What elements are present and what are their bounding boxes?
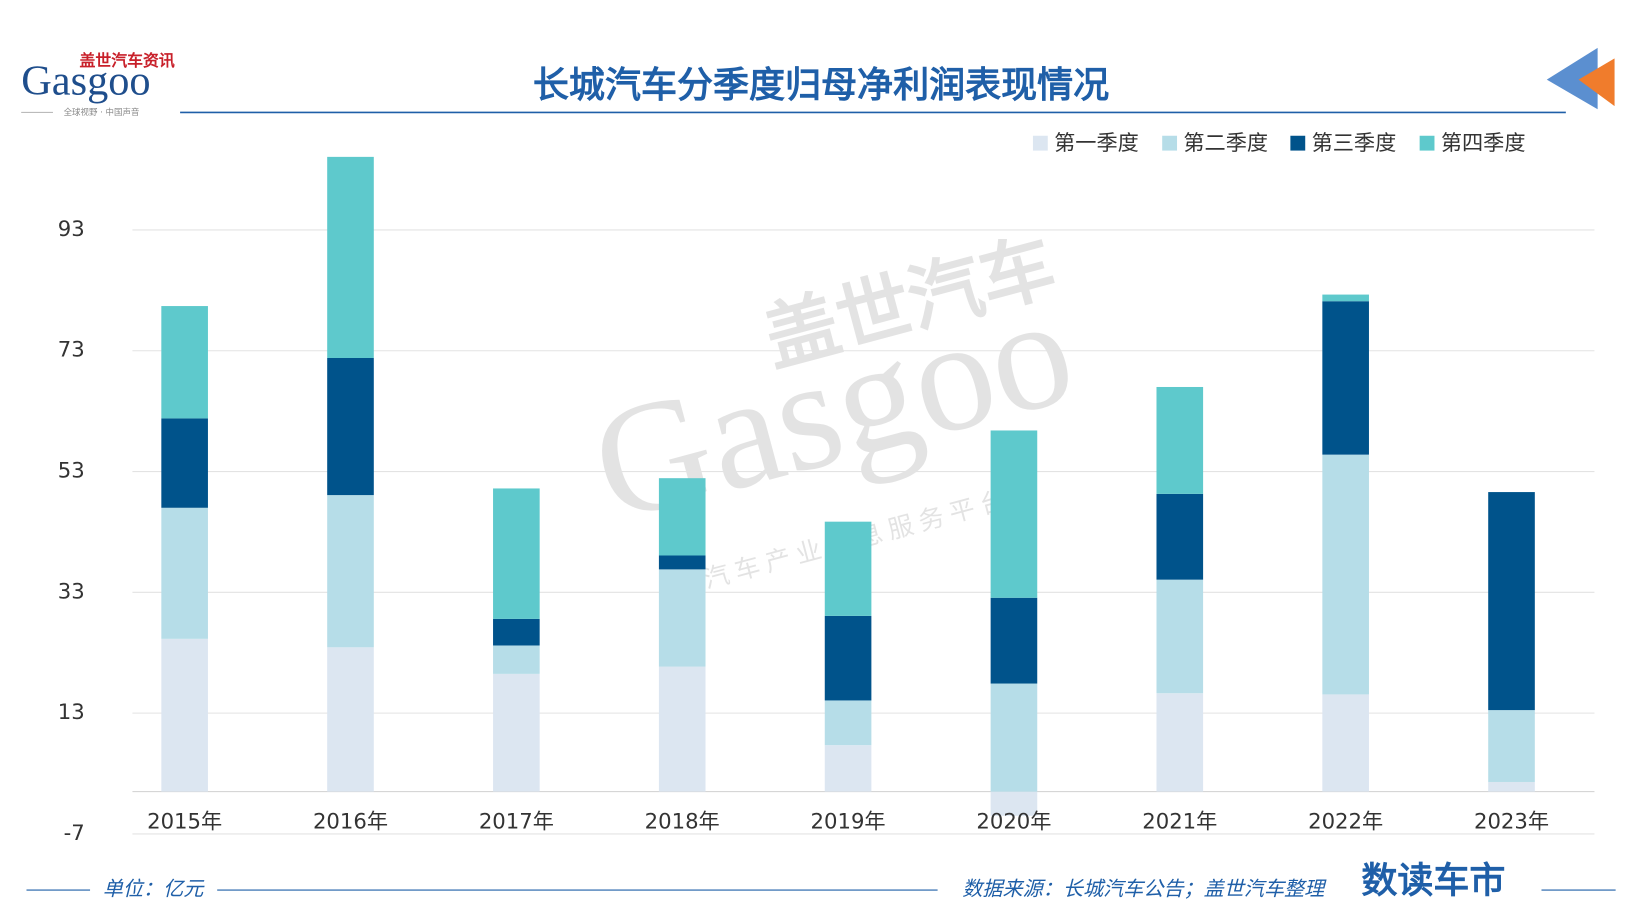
bar-segment	[161, 418, 208, 508]
bar-segment	[327, 156, 374, 358]
bar-segment	[1488, 781, 1535, 792]
chart-title: 长城汽车分季度归母净利润表现情况	[533, 65, 1109, 106]
source: 数据来源：长城汽车公告；盖世汽车整理	[962, 877, 1327, 901]
bar-segment	[824, 700, 872, 746]
bar-segment	[990, 430, 1038, 598]
logo-slogan: 全球视野 · 中国声音	[64, 107, 140, 117]
y-tick-label: -7	[64, 820, 85, 845]
footer-brand: 数读车市	[1361, 861, 1505, 902]
logo: 盖世汽车资讯 Gasgoo 全球视野 · 中国声音	[21, 51, 175, 117]
bar-segment	[824, 615, 872, 701]
bar-segment	[327, 357, 374, 496]
bar-segment	[1322, 294, 1369, 302]
x-tick-label: 2023年	[1474, 808, 1549, 833]
bar-segment	[161, 638, 208, 792]
y-tick-label: 73	[58, 337, 85, 362]
x-tick-label: 2021年	[1142, 808, 1217, 833]
x-tick-label: 2017年	[479, 808, 554, 833]
logo-brand: Gasgoo	[21, 58, 150, 105]
legend-swatch	[1290, 135, 1306, 151]
y-tick-label: 53	[58, 458, 85, 483]
x-tick-label: 2022年	[1308, 808, 1383, 833]
bar-segment	[658, 478, 706, 556]
x-tick-label: 2016年	[313, 808, 388, 833]
bar-segment	[1322, 694, 1369, 792]
x-tick-label: 2015年	[147, 808, 222, 833]
bar-segment	[990, 683, 1038, 792]
bar-segment	[161, 507, 208, 639]
legend-swatch	[1032, 135, 1048, 151]
bar-segment	[824, 521, 872, 616]
corner-arrow	[1578, 58, 1615, 107]
bar-segment	[658, 555, 706, 570]
bar-segment	[493, 673, 540, 792]
corner-arrow	[1546, 47, 1598, 110]
y-tick-label: 33	[58, 578, 85, 603]
bar-segment	[1322, 301, 1369, 455]
bar-segment	[1156, 693, 1204, 792]
y-tick-label: 93	[58, 216, 85, 241]
legend-swatch	[1419, 135, 1435, 151]
bar-segment	[1156, 579, 1204, 694]
bar-segment	[493, 618, 540, 646]
bar-segment	[327, 647, 374, 792]
bar-segment	[493, 488, 540, 619]
bar-segment	[990, 597, 1038, 684]
bar-segment	[990, 791, 1038, 816]
bar-segment	[1488, 710, 1535, 782]
legend-label: 第三季度	[1312, 130, 1397, 155]
legend-swatch	[1162, 135, 1178, 151]
bar-segment	[327, 495, 374, 648]
bar-segment	[658, 569, 706, 667]
bar-segment	[1322, 454, 1369, 695]
bar-segment	[1156, 493, 1204, 580]
x-tick-label: 2018年	[645, 808, 720, 833]
legend-label: 第四季度	[1441, 130, 1526, 155]
bar-segment	[161, 306, 208, 419]
x-tick-label: 2019年	[811, 808, 886, 833]
y-tick-label: 13	[58, 699, 85, 724]
logo-name: 盖世汽车资讯	[79, 51, 174, 70]
bar-segment	[493, 645, 540, 674]
legend-label: 第一季度	[1054, 130, 1139, 155]
bar-segment	[658, 666, 706, 792]
legend-label: 第二季度	[1183, 130, 1268, 155]
bar-segment	[1488, 492, 1535, 711]
x-tick-label: 2020年	[976, 808, 1051, 833]
unit: 单位：亿元	[103, 877, 205, 901]
bar-segment	[1156, 386, 1204, 494]
bar-segment	[824, 745, 872, 792]
